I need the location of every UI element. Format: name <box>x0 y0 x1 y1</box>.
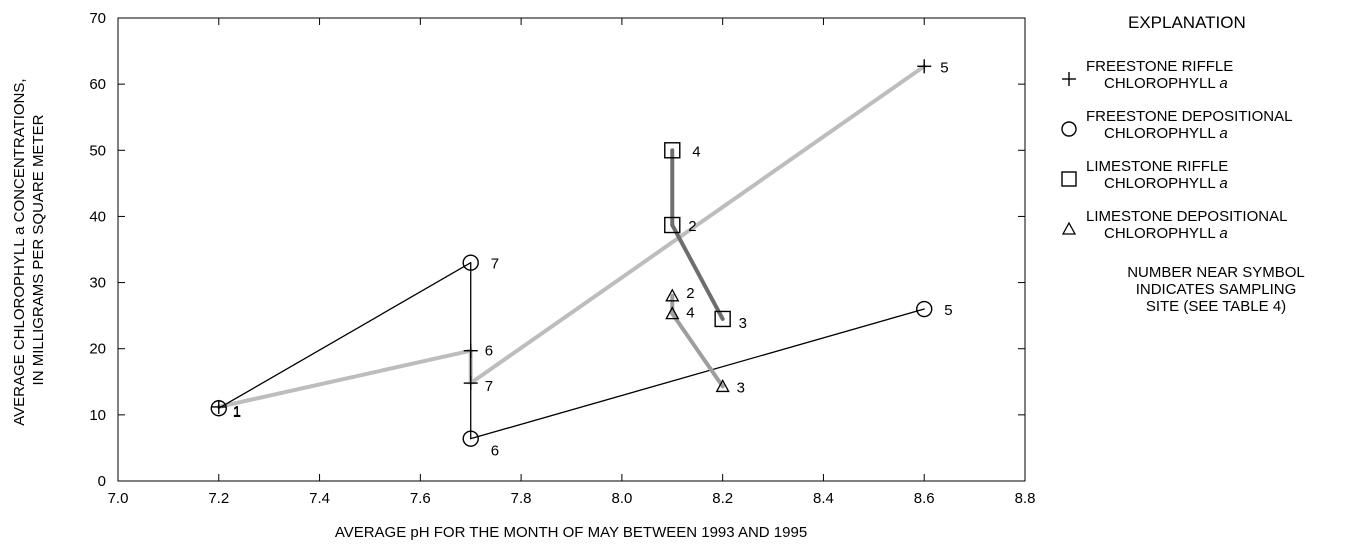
legend-title: EXPLANATION <box>1128 13 1246 32</box>
plus-marker <box>211 399 226 414</box>
site-number-label: 5 <box>940 59 948 76</box>
y-tick-label: 40 <box>89 208 106 225</box>
series-markers <box>210 59 933 447</box>
x-tick-label: 7.4 <box>309 490 330 507</box>
legend-label: LIMESTONE DEPOSITIONAL CHLOROPHYLL a <box>1086 208 1287 242</box>
y-tick-label: 70 <box>89 10 106 27</box>
plus-marker-icon <box>1062 72 1076 86</box>
plus-series-line <box>468 64 927 386</box>
circle-series-line <box>470 308 925 440</box>
y-tick-label: 10 <box>89 407 106 424</box>
site-number-label: 2 <box>686 285 694 302</box>
triangle-marker <box>665 288 680 302</box>
square-marker <box>664 142 681 159</box>
legend-note-line-2: INDICATES SAMPLING <box>1135 281 1297 298</box>
legend-label-line-2: CHLOROPHYLL a <box>1104 75 1228 92</box>
site-number-label: 3 <box>737 379 745 396</box>
site-number-label: 4 <box>686 305 694 322</box>
y-tick-label: 50 <box>89 142 106 159</box>
site-number-label: 1 <box>233 403 241 420</box>
x-tick-label: 8.4 <box>813 490 834 507</box>
legend-label-line-2: CHLOROPHYLL a <box>1104 175 1228 192</box>
x-tick-label: 8.2 <box>712 490 733 507</box>
y-tick-label: 20 <box>89 341 106 358</box>
square-series-line <box>670 223 725 321</box>
x-axis-title: AVERAGE pH FOR THE MONTH OF MAY BETWEEN … <box>335 524 807 541</box>
axis-ticks: 7.0 7.2 7.4 7.6 7.8 8.0 8.2 8.4 8.6 8.8 0 10 20 30 40 5… <box>89 10 1035 507</box>
site-number-label: 7 <box>485 378 493 395</box>
square-marker-icon <box>1061 171 1077 187</box>
plus-marker <box>917 59 932 74</box>
legend-note: NUMBER NEAR SYMBOL INDICATES SAMPLING SI… <box>1086 264 1346 315</box>
x-tick-label: 7.6 <box>410 490 431 507</box>
square-marker <box>714 310 731 328</box>
legend-label: LIMESTONE RIFFLE CHLOROPHYLL a <box>1086 158 1228 192</box>
legend-label-line-1: LIMESTONE DEPOSITIONAL <box>1086 208 1288 225</box>
legend-label: FREESTONE RIFFLE CHLOROPHYLL a <box>1086 58 1233 92</box>
plot-frame <box>117 17 1026 482</box>
legend-label-line-1: LIMESTONE RIFFLE <box>1086 158 1229 175</box>
legend-label-line-2: CHLOROPHYLL a <box>1104 125 1228 142</box>
site-number-label: 7 <box>491 256 499 273</box>
circle-marker <box>462 254 479 271</box>
circle-marker <box>462 430 479 447</box>
legend-label-line-1: FREESTONE DEPOSITIONAL <box>1086 108 1293 125</box>
site-number-label: 5 <box>944 302 952 319</box>
y-tick-label: 30 <box>89 275 106 292</box>
x-tick-label: 7.0 <box>108 490 129 507</box>
legend-label: FREESTONE DEPOSITIONAL CHLOROPHYLL a <box>1086 108 1292 142</box>
legend-note-line-1: NUMBER NEAR SYMBOL <box>1127 264 1305 281</box>
circle-marker-icon <box>1061 121 1077 137</box>
series-lines <box>216 64 927 440</box>
x-tick-label: 7.8 <box>511 490 532 507</box>
y-tick-label: 0 <box>98 473 106 490</box>
y-tick-label: 60 <box>89 76 106 93</box>
site-number-label: 3 <box>739 315 747 332</box>
triangle-marker <box>715 379 730 393</box>
site-number-label: 1 <box>233 404 241 421</box>
site-number-label: 2 <box>688 218 696 235</box>
circle-series-line <box>218 262 472 409</box>
triangle-marker <box>665 306 680 320</box>
legend-label-line-1: FREESTONE RIFFLE <box>1086 58 1234 75</box>
y-axis-title: AVERAGE CHLOROPHYLL a CONCENTRATIONS, IN… <box>11 74 47 425</box>
triangle-marker-icon <box>1061 221 1077 235</box>
circle-marker <box>916 300 933 318</box>
legend-label-line-2: CHLOROPHYLL a <box>1104 225 1228 242</box>
triangle-series-line <box>670 311 725 389</box>
y-axis-title-line-1: AVERAGE CHLOROPHYLL a CONCENTRATIONS, <box>11 78 28 425</box>
x-tick-label: 8.6 <box>914 490 935 507</box>
x-tick-label: 8.8 <box>1015 490 1036 507</box>
legend-note-line-3: SITE (SEE TABLE 4) <box>1145 298 1287 315</box>
plus-series-line <box>216 348 473 409</box>
x-tick-label: 8.0 <box>611 490 632 507</box>
y-axis-title-line-2: IN MILLIGRAMS PER SQUARE METER <box>30 114 47 385</box>
plus-marker <box>463 376 478 391</box>
site-number-label: 6 <box>491 443 499 460</box>
site-number-label: 6 <box>485 343 493 360</box>
plus-marker <box>463 343 478 358</box>
site-number-label: 4 <box>692 143 700 160</box>
x-tick-label: 7.2 <box>208 490 229 507</box>
square-marker <box>664 216 681 234</box>
circle-marker <box>210 400 227 417</box>
